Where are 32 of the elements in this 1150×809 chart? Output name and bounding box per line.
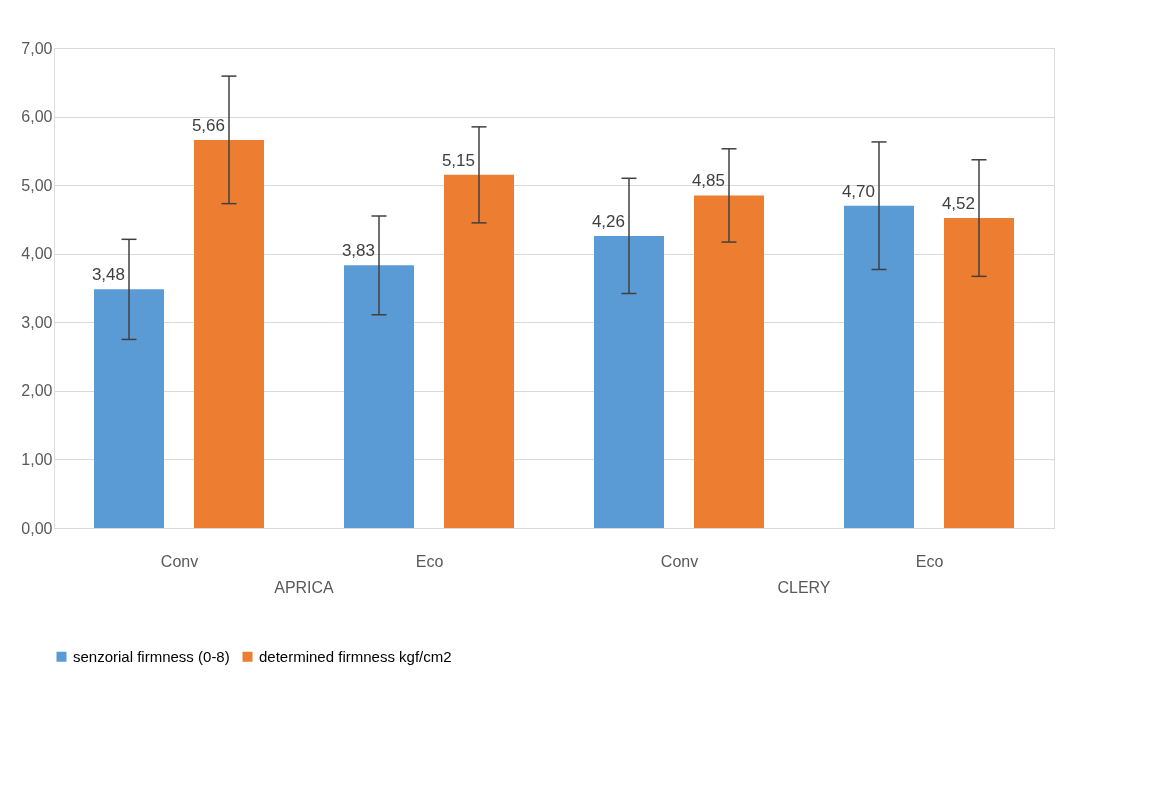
data-label: 5,15 xyxy=(441,150,475,170)
bar xyxy=(944,218,1014,528)
data-label: 4,52 xyxy=(941,194,975,214)
text: APRICA xyxy=(274,579,335,596)
bar xyxy=(444,174,514,528)
y-tick-label: 0,00 xyxy=(21,519,53,537)
data-label: 3,83 xyxy=(341,241,375,261)
legend-label: determined firmness kgf/cm2 xyxy=(259,647,452,665)
data-label: 4,26 xyxy=(591,211,625,231)
y-tick-label: 6,00 xyxy=(21,108,53,126)
bar xyxy=(94,289,164,528)
x-tick-label: Conv xyxy=(160,552,199,570)
bar xyxy=(594,235,664,528)
bar xyxy=(344,265,414,528)
bar xyxy=(844,205,914,528)
y-tick-label: 4,00 xyxy=(21,245,53,263)
x-tick-label: Conv xyxy=(660,552,699,570)
x-tick-label: Eco xyxy=(915,552,944,570)
y-tick-label: 5,00 xyxy=(21,176,53,194)
data-label: 4,70 xyxy=(841,181,875,201)
data-label: 4,85 xyxy=(691,171,725,191)
x-tick-label: Eco xyxy=(415,552,444,570)
data-label: 3,48 xyxy=(91,265,125,285)
y-tick-label: 2,00 xyxy=(21,382,53,400)
y-tick-label: 7,00 xyxy=(21,39,53,57)
data-label: 5,66 xyxy=(191,115,225,135)
text: CLERY xyxy=(777,579,831,596)
y-tick-label: 1,00 xyxy=(21,450,53,468)
y-tick-label: 3,00 xyxy=(21,313,53,331)
bar xyxy=(194,139,264,528)
legend-label: senzorial firmness (0-8) xyxy=(73,647,230,665)
bar xyxy=(694,195,764,528)
